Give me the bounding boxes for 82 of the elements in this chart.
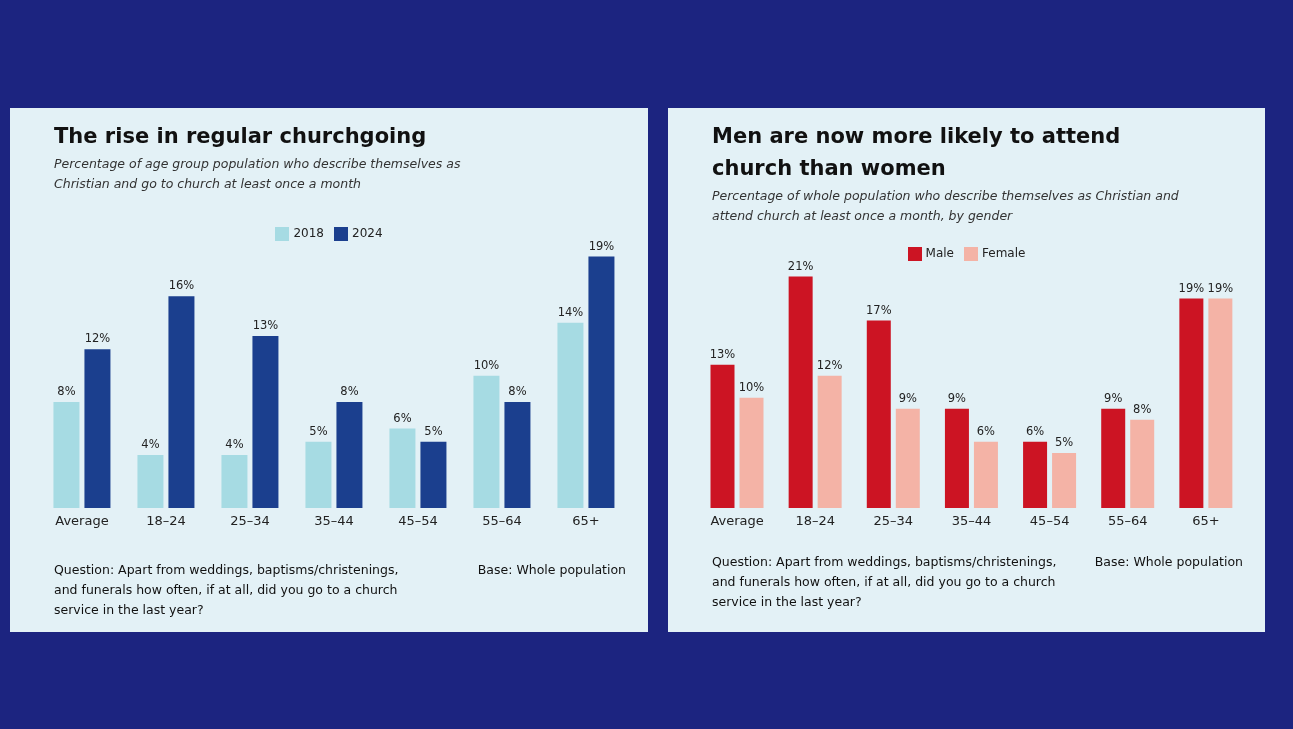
x-tick-label: 45–54 <box>1029 513 1070 529</box>
bar <box>1052 452 1077 508</box>
data-label: 4% <box>225 437 244 452</box>
legend-label: Male <box>925 246 955 260</box>
bar <box>1208 298 1233 508</box>
bar <box>252 335 279 508</box>
x-tick-label: 65+ <box>1192 513 1220 529</box>
x-tick-label: 55–64 <box>482 513 522 529</box>
data-label: 21% <box>787 258 814 273</box>
x-tick-label: Average <box>710 513 764 529</box>
data-label: 9% <box>898 390 917 405</box>
data-label: 9% <box>947 390 967 405</box>
bar <box>710 364 735 508</box>
chart-subtitle: Percentage of age group population who describe themselves as Christian and go to church at least once a month <box>54 155 462 193</box>
x-tick-label: 25–34 <box>230 513 270 529</box>
data-label: 19% <box>1207 280 1234 295</box>
data-label: 8% <box>1133 401 1152 416</box>
bar <box>973 441 998 508</box>
bar <box>137 455 164 508</box>
x-tick-label: 45–54 <box>398 513 438 529</box>
data-label: 14% <box>557 304 584 319</box>
bar <box>817 375 842 508</box>
data-label: 5% <box>424 423 443 438</box>
data-label: 12% <box>84 331 111 346</box>
data-label: 5% <box>1054 434 1074 449</box>
data-label: 17% <box>866 302 892 317</box>
text: Question: Apart from weddings, baptisms/christenings, and funerals how often, if at all, did you go to a church service in the last year? <box>54 561 400 619</box>
x-tick-label: 35–44 <box>951 513 992 529</box>
text: Base: Whole population <box>477 561 626 579</box>
data-label: 16% <box>168 278 195 293</box>
bar <box>389 428 416 508</box>
bar <box>1130 419 1155 508</box>
data-label: 10% <box>738 379 765 394</box>
data-label: 6% <box>976 423 996 438</box>
bar <box>221 455 248 508</box>
bar <box>84 349 111 508</box>
legend-label: 2024 <box>352 226 383 240</box>
bar <box>1179 298 1204 508</box>
x-tick-label: 65+ <box>572 513 600 529</box>
data-label: 12% <box>816 357 843 372</box>
legend-label: 2018 <box>293 226 324 240</box>
bar <box>788 276 813 508</box>
data-label: 10% <box>473 357 500 372</box>
data-label: 13% <box>252 317 279 332</box>
data-label: 5% <box>309 423 328 438</box>
chart-title: The rise in regular churchgoing <box>54 123 428 150</box>
x-tick-label: 35–44 <box>314 513 354 529</box>
bar <box>588 256 615 508</box>
bar <box>168 296 195 508</box>
data-label: 8% <box>508 384 527 399</box>
bar <box>944 408 969 508</box>
bar <box>420 441 447 508</box>
x-tick-label: 18–24 <box>795 513 836 529</box>
data-label: 4% <box>141 437 160 452</box>
data-label: 13% <box>709 346 736 361</box>
data-label: 19% <box>1178 280 1205 295</box>
text: Question: Apart from weddings, baptisms/christenings, and funerals how often, if at all, did you go to a church service in the last year? <box>712 553 1058 611</box>
data-label: 6% <box>1025 423 1045 438</box>
bar <box>336 402 363 508</box>
data-label: 8% <box>57 384 76 399</box>
text: Base: Whole population <box>1094 553 1243 571</box>
bar <box>895 408 920 508</box>
x-tick-label: 55–64 <box>1107 513 1148 529</box>
bar <box>504 402 531 508</box>
bar <box>305 441 332 508</box>
bar <box>866 320 891 508</box>
chart-title: Men are now more likely to attend church than women <box>712 123 1122 182</box>
x-tick-label: 25–34 <box>873 513 914 529</box>
bar <box>1023 441 1048 508</box>
bar <box>1101 408 1126 508</box>
bar <box>473 375 500 508</box>
chart-subtitle: Percentage of whole population who describe themselves as Christian and attend church at least once a month, by gender <box>712 187 1180 225</box>
x-tick-label: 18–24 <box>146 513 186 529</box>
legend-label: Female <box>982 246 1026 260</box>
bar <box>739 397 764 508</box>
data-label: 19% <box>588 238 615 253</box>
data-label: 6% <box>393 410 412 425</box>
data-label: 8% <box>340 384 359 399</box>
x-tick-label: Average <box>55 513 109 529</box>
bar <box>53 402 80 508</box>
bar <box>557 322 584 508</box>
data-label: 9% <box>1104 390 1123 405</box>
